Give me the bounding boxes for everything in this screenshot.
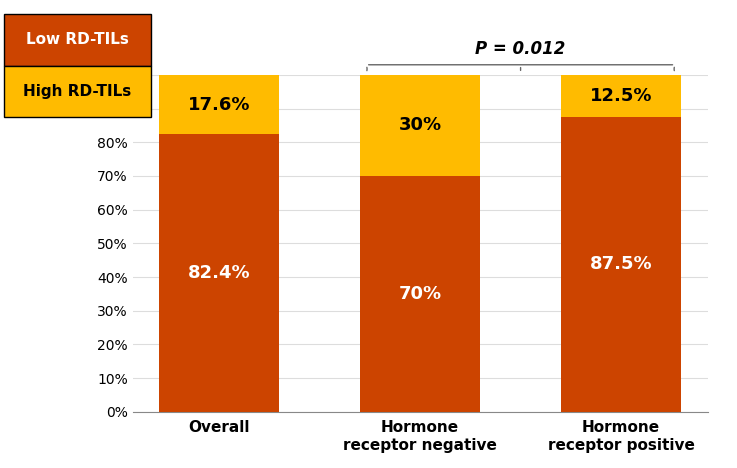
Bar <box>158 134 279 412</box>
Bar <box>360 75 481 176</box>
Text: 12.5%: 12.5% <box>590 87 652 105</box>
Text: P = 0.012: P = 0.012 <box>475 40 566 58</box>
Text: High RD-TILs: High RD-TILs <box>24 84 131 99</box>
Text: 87.5%: 87.5% <box>590 256 652 273</box>
Bar <box>360 176 481 412</box>
Bar <box>561 75 682 117</box>
Text: 82.4%: 82.4% <box>188 264 251 282</box>
Text: 17.6%: 17.6% <box>188 95 251 114</box>
Text: Low RD-TILs: Low RD-TILs <box>26 32 129 47</box>
Text: 30%: 30% <box>399 117 441 134</box>
Text: 70%: 70% <box>399 285 441 303</box>
Bar <box>158 75 279 134</box>
Bar <box>561 117 682 412</box>
